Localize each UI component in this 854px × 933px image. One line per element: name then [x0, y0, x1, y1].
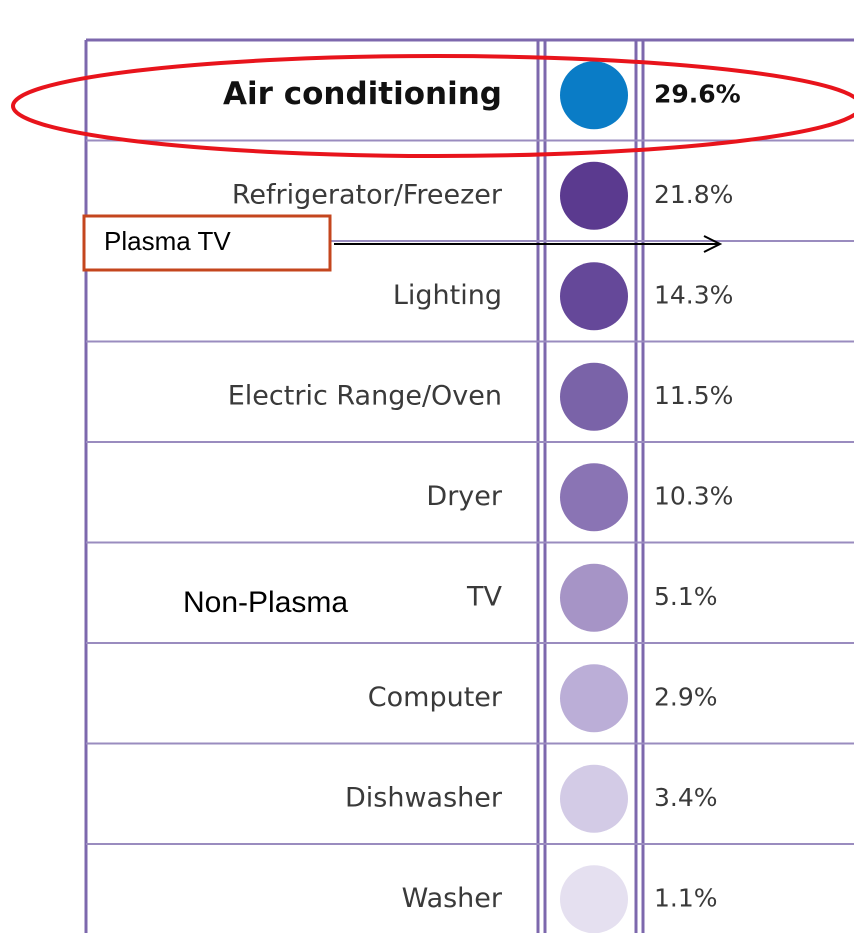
row-label: Lighting — [393, 280, 502, 311]
row-value: 2.9% — [654, 682, 718, 711]
color-dot — [560, 61, 628, 130]
row-label: Washer — [402, 883, 503, 914]
table-rows: Air conditioning 29.6% Refrigerator/Freeze… — [86, 61, 854, 933]
color-dot — [560, 463, 628, 532]
row-value: 10.3% — [654, 481, 733, 510]
color-dot — [560, 764, 628, 833]
row-label: Air conditioning — [223, 76, 502, 112]
annotation-box — [82, 214, 332, 272]
row-label: Dishwasher — [345, 782, 503, 813]
arrow-head — [703, 235, 723, 253]
row-label: TV — [466, 581, 502, 612]
row-value: 11.5% — [654, 381, 733, 410]
row-value: 21.8% — [654, 180, 733, 209]
row-label: Dryer — [426, 481, 502, 512]
color-dot — [560, 362, 628, 431]
table-frame — [84, 38, 854, 933]
row-value: 5.1% — [654, 582, 718, 611]
annotation-text: Plasma TV — [104, 226, 231, 256]
row-value: 1.1% — [654, 883, 718, 912]
highlight-ellipse — [11, 54, 854, 158]
color-dot — [560, 563, 628, 632]
annotation-text: Non-Plasma — [183, 586, 348, 619]
color-dot — [560, 262, 628, 331]
row-label: Electric Range/Oven — [228, 380, 502, 411]
row-label: Refrigerator/Freezer — [232, 179, 503, 210]
color-dot — [560, 161, 628, 230]
row-value: 3.4% — [654, 783, 718, 812]
color-dot — [560, 865, 628, 933]
color-dot — [560, 664, 628, 733]
row-value: 14.3% — [654, 280, 733, 309]
row-value: 29.6% — [654, 79, 741, 108]
row-label: Computer — [368, 682, 503, 713]
